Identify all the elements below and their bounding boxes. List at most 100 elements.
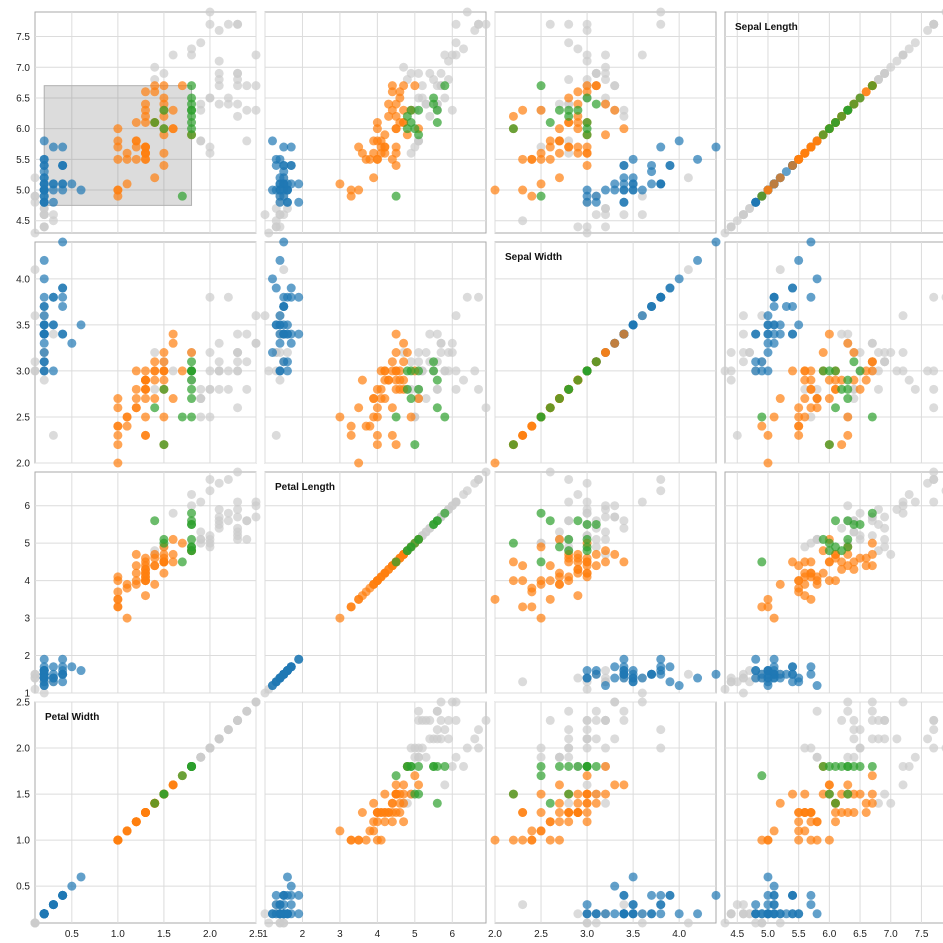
data-point-versicolor[interactable] xyxy=(537,179,546,188)
data-point-setosa[interactable] xyxy=(629,173,638,182)
data-point-setosa[interactable] xyxy=(693,674,702,683)
data-point-setosa[interactable] xyxy=(770,330,779,339)
data-point-virginica[interactable] xyxy=(819,366,828,375)
cell-petal-width-vs-sepal-length[interactable] xyxy=(721,698,943,928)
data-point-setosa[interactable] xyxy=(268,348,277,357)
data-point-versicolor[interactable] xyxy=(491,186,500,195)
data-point-versicolor[interactable] xyxy=(335,179,344,188)
data-point-virginica[interactable] xyxy=(233,81,242,90)
data-point-virginica[interactable] xyxy=(474,475,483,484)
data-point-virginica[interactable] xyxy=(159,440,168,449)
data-point-versicolor[interactable] xyxy=(141,366,150,375)
data-point-virginica[interactable] xyxy=(837,524,846,533)
data-point-versicolor[interactable] xyxy=(384,565,393,574)
data-point-versicolor[interactable] xyxy=(384,112,393,121)
data-point-virginica[interactable] xyxy=(178,557,187,566)
cell-sepal-length-vs-sepal-length[interactable]: Sepal Length xyxy=(721,8,943,238)
data-point-setosa[interactable] xyxy=(268,274,277,283)
data-point-setosa[interactable] xyxy=(638,674,647,683)
data-point-versicolor[interactable] xyxy=(546,595,555,604)
data-point-versicolor[interactable] xyxy=(601,546,610,555)
data-point-virginica[interactable] xyxy=(444,716,453,725)
data-point-setosa[interactable] xyxy=(684,919,693,928)
data-point-virginica[interactable] xyxy=(429,100,438,109)
data-point-setosa[interactable] xyxy=(656,909,665,918)
data-point-versicolor[interactable] xyxy=(849,348,858,357)
data-point-virginica[interactable] xyxy=(242,385,251,394)
data-point-virginica[interactable] xyxy=(169,50,178,59)
data-point-versicolor[interactable] xyxy=(583,569,592,578)
data-point-versicolor[interactable] xyxy=(813,403,822,412)
data-point-setosa[interactable] xyxy=(40,311,49,320)
data-point-setosa[interactable] xyxy=(275,339,284,348)
data-point-setosa[interactable] xyxy=(264,919,273,928)
data-point-setosa[interactable] xyxy=(638,186,647,195)
data-point-versicolor[interactable] xyxy=(794,576,803,585)
data-point-virginica[interactable] xyxy=(407,744,416,753)
data-point-versicolor[interactable] xyxy=(141,394,150,403)
data-point-virginica[interactable] xyxy=(150,516,159,525)
data-point-setosa[interactable] xyxy=(721,919,730,928)
data-point-setosa[interactable] xyxy=(629,186,638,195)
data-point-virginica[interactable] xyxy=(403,124,412,133)
data-point-virginica[interactable] xyxy=(899,509,908,518)
data-point-virginica[interactable] xyxy=(583,734,592,743)
data-point-versicolor[interactable] xyxy=(592,561,601,570)
data-point-virginica[interactable] xyxy=(205,293,214,302)
data-point-virginica[interactable] xyxy=(433,376,442,385)
data-point-versicolor[interactable] xyxy=(619,330,628,339)
data-point-setosa[interactable] xyxy=(675,681,684,690)
data-point-versicolor[interactable] xyxy=(619,557,628,566)
data-point-versicolor[interactable] xyxy=(825,394,834,403)
data-point-virginica[interactable] xyxy=(537,557,546,566)
data-point-setosa[interactable] xyxy=(629,155,638,164)
data-point-virginica[interactable] xyxy=(601,50,610,59)
data-point-virginica[interactable] xyxy=(474,20,483,29)
data-point-setosa[interactable] xyxy=(763,674,772,683)
data-point-versicolor[interactable] xyxy=(527,826,536,835)
data-point-virginica[interactable] xyxy=(564,734,573,743)
data-point-virginica[interactable] xyxy=(215,69,224,78)
data-point-versicolor[interactable] xyxy=(564,808,573,817)
data-point-versicolor[interactable] xyxy=(592,81,601,90)
data-point-virginica[interactable] xyxy=(437,69,446,78)
data-point-versicolor[interactable] xyxy=(583,817,592,826)
cell-sepal-length-vs-sepal-width[interactable] xyxy=(491,8,721,238)
data-point-versicolor[interactable] xyxy=(868,366,877,375)
data-point-virginica[interactable] xyxy=(610,734,619,743)
data-point-setosa[interactable] xyxy=(77,186,86,195)
data-point-virginica[interactable] xyxy=(555,753,564,762)
data-point-versicolor[interactable] xyxy=(564,143,573,152)
data-point-virginica[interactable] xyxy=(583,509,592,518)
data-point-virginica[interactable] xyxy=(414,535,423,544)
data-point-virginica[interactable] xyxy=(610,501,619,510)
data-point-virginica[interactable] xyxy=(196,497,205,506)
data-point-setosa[interactable] xyxy=(275,919,284,928)
data-point-versicolor[interactable] xyxy=(770,179,779,188)
data-point-versicolor[interactable] xyxy=(537,106,546,115)
data-point-setosa[interactable] xyxy=(629,677,638,686)
data-point-versicolor[interactable] xyxy=(573,124,582,133)
data-point-setosa[interactable] xyxy=(776,265,785,274)
data-point-versicolor[interactable] xyxy=(377,836,386,845)
data-point-virginica[interactable] xyxy=(410,440,419,449)
data-point-versicolor[interactable] xyxy=(150,63,159,72)
data-point-versicolor[interactable] xyxy=(776,580,785,589)
data-point-versicolor[interactable] xyxy=(601,762,610,771)
data-point-setosa[interactable] xyxy=(49,431,58,440)
data-point-virginica[interactable] xyxy=(564,753,573,762)
data-point-versicolor[interactable] xyxy=(113,431,122,440)
data-point-virginica[interactable] xyxy=(546,403,555,412)
data-point-versicolor[interactable] xyxy=(380,394,389,403)
data-point-setosa[interactable] xyxy=(727,376,736,385)
data-point-virginica[interactable] xyxy=(880,524,889,533)
data-point-setosa[interactable] xyxy=(294,655,303,664)
data-point-setosa[interactable] xyxy=(665,284,674,293)
data-point-virginica[interactable] xyxy=(205,412,214,421)
data-point-setosa[interactable] xyxy=(763,366,772,375)
data-point-virginica[interactable] xyxy=(196,106,205,115)
data-point-virginica[interactable] xyxy=(856,531,865,540)
data-point-versicolor[interactable] xyxy=(113,587,122,596)
data-point-setosa[interactable] xyxy=(279,265,288,274)
data-point-versicolor[interactable] xyxy=(837,440,846,449)
